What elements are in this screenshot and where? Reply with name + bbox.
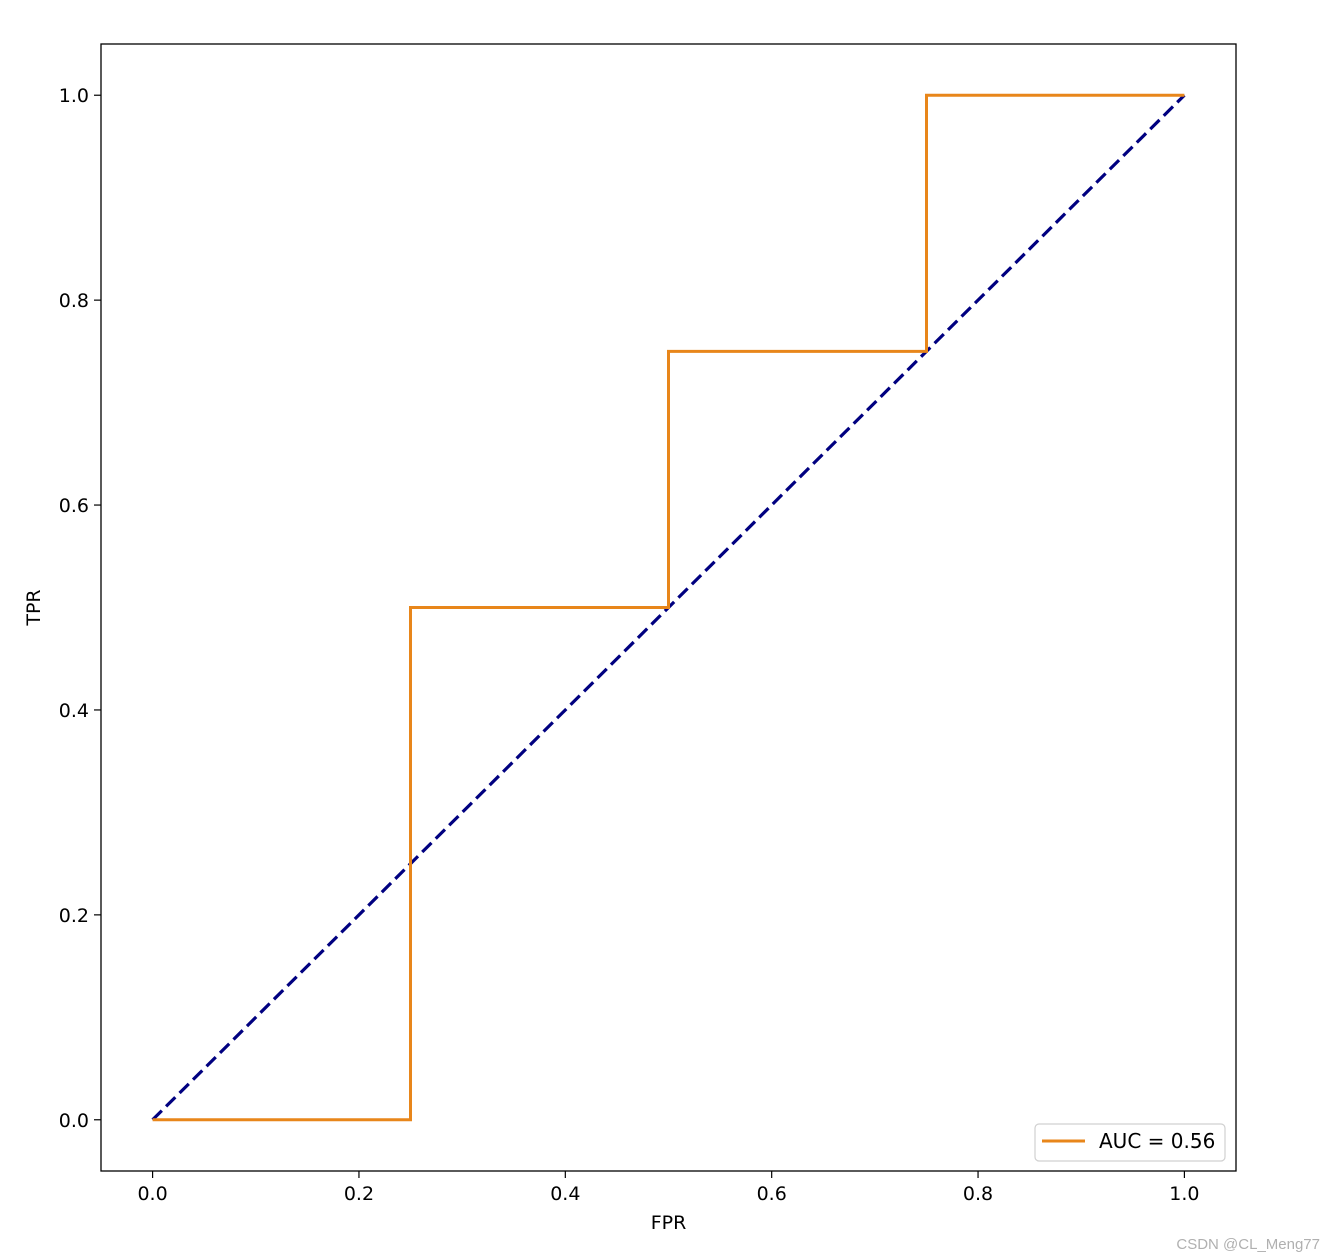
x-tick-label: 0.8 [963, 1183, 993, 1205]
legend-box [1034, 1123, 1226, 1162]
legend: AUC = 0.56 [1034, 1123, 1226, 1162]
plot-frame [100, 43, 1237, 1172]
y-tick-label: 1.0 [59, 85, 89, 107]
y-tick-label: 0.4 [59, 700, 89, 722]
y-tick-label: 0.2 [59, 905, 89, 927]
series-layer [151, 93, 1186, 1122]
y-tick-label: 0.8 [59, 290, 89, 312]
x-tick-label: 0.2 [344, 1183, 374, 1205]
x-tick-label: 1.0 [1169, 1183, 1199, 1205]
x-tick-label: 0.4 [550, 1183, 580, 1205]
watermark-text: CSDN @CL_Meng77 [1176, 1236, 1320, 1253]
x-tick-label: 0.6 [757, 1183, 787, 1205]
y-tick-label: 0.0 [59, 1110, 89, 1132]
y-tick-label: 0.6 [59, 495, 89, 517]
x-axis-label: FPR [651, 1212, 687, 1234]
x-tick-label: 0.0 [137, 1183, 167, 1205]
roc-curve-line [152, 93, 1185, 1122]
ticks-layer: 0.0 0.2 0.4 0.6 0.8 1.0 0.0 0.2 0.4 0.6 0.8 1.0 [59, 85, 1200, 1205]
y-axis-label: TPR [23, 589, 45, 626]
legend-entry-label: AUC = 0.56 [1099, 1129, 1215, 1153]
